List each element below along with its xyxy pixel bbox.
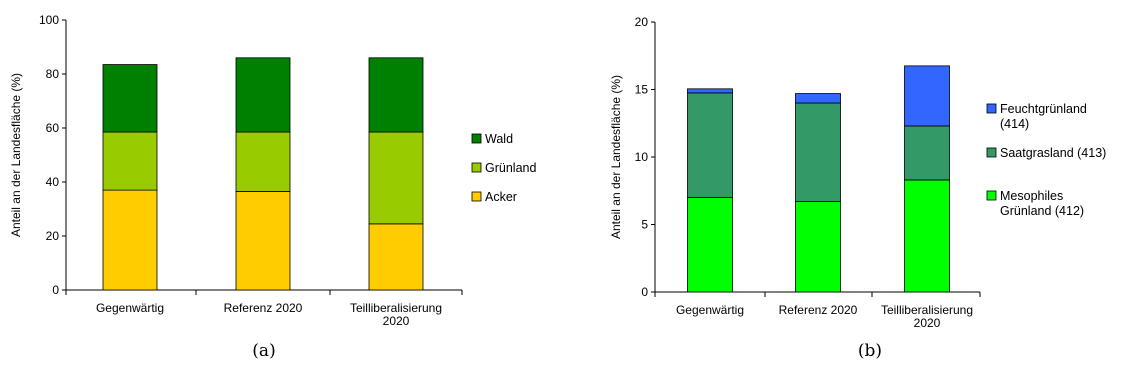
bar-segment xyxy=(102,64,158,133)
bar-segment xyxy=(795,201,841,293)
x-category-label: Teilliberalisierung xyxy=(350,301,442,315)
x-category-label: Referenz 2020 xyxy=(779,303,858,317)
legend-label: Saatgrasland (413) xyxy=(1000,146,1106,160)
x-category-label: Gegenwärtig xyxy=(676,303,744,317)
y-axis-label: Anteil an der Landesfläche (%) xyxy=(9,73,23,237)
y-tick-label: 40 xyxy=(46,175,60,189)
legend-label: Wald xyxy=(485,132,513,146)
bar-segment xyxy=(235,191,291,291)
x-category-label: Teilliberalisierung xyxy=(881,303,973,317)
y-tick-label: 0 xyxy=(52,283,59,297)
chart-caption: (a) xyxy=(252,341,275,361)
x-category-label: Gegenwärtig xyxy=(96,301,164,315)
legend-label: Grünland xyxy=(485,161,536,175)
bar-segment xyxy=(687,92,733,198)
bar-segment xyxy=(904,125,950,181)
y-tick-label: 5 xyxy=(641,218,648,232)
bar-segment xyxy=(904,65,950,127)
legend-label: Grünland (412) xyxy=(1000,204,1084,218)
bar-segment xyxy=(235,131,291,192)
legend-swatch xyxy=(471,162,482,173)
x-category-label: 2020 xyxy=(383,314,410,328)
legend-swatch xyxy=(986,103,997,114)
bar-segment xyxy=(368,131,424,225)
x-category-label: 2020 xyxy=(914,316,941,330)
y-tick-label: 10 xyxy=(635,150,649,164)
legend-label: Feuchtgrünland xyxy=(1000,102,1087,116)
bar-segment xyxy=(795,93,841,104)
legend-swatch xyxy=(986,147,997,158)
y-tick-label: 80 xyxy=(46,67,60,81)
chart-caption: (b) xyxy=(858,341,882,361)
y-tick-label: 60 xyxy=(46,121,60,135)
y-tick-label: 100 xyxy=(39,13,59,27)
bar-segment xyxy=(368,57,424,133)
y-tick-label: 15 xyxy=(635,83,649,97)
y-tick-label: 20 xyxy=(46,229,60,243)
legend-swatch xyxy=(986,190,997,201)
legend-label: (414) xyxy=(1000,117,1029,131)
y-axis-label: Anteil an der Landesfläche (%) xyxy=(609,75,623,239)
y-tick-label: 20 xyxy=(635,15,649,29)
bar-segment xyxy=(687,197,733,293)
bar-segment xyxy=(904,179,950,293)
bar-segment xyxy=(102,131,158,191)
legend-swatch xyxy=(471,191,482,202)
bar-segment xyxy=(368,223,424,291)
y-tick-label: 0 xyxy=(641,285,648,299)
bar-segment xyxy=(687,88,733,94)
legend-label: Mesophiles xyxy=(1000,189,1063,203)
legend-label: Acker xyxy=(485,190,517,204)
legend-swatch xyxy=(471,133,482,144)
bar-segment xyxy=(795,102,841,202)
bar-segment xyxy=(235,57,291,133)
x-category-label: Referenz 2020 xyxy=(224,301,303,315)
bar-segment xyxy=(102,189,158,291)
